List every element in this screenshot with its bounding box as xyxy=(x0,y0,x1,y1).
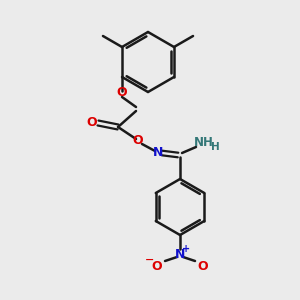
Text: O: O xyxy=(133,134,143,148)
Text: O: O xyxy=(198,260,208,272)
Text: N: N xyxy=(153,146,163,160)
Text: N: N xyxy=(175,248,185,260)
Text: O: O xyxy=(152,260,162,272)
Text: −: − xyxy=(145,255,155,265)
Text: +: + xyxy=(182,244,190,254)
Text: H: H xyxy=(211,142,219,152)
Text: O: O xyxy=(87,116,97,130)
Text: O: O xyxy=(117,86,127,100)
Text: NH: NH xyxy=(194,136,214,149)
